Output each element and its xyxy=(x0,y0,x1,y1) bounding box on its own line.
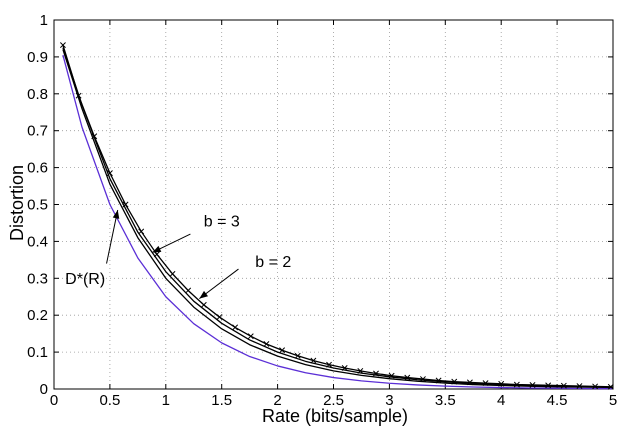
annotation-label-d-r: D*(R) xyxy=(65,271,105,288)
y-tick-label: 0.7 xyxy=(27,123,48,140)
x-marker-point xyxy=(91,133,98,140)
x-marker-point xyxy=(326,361,332,368)
x-marker-point xyxy=(122,201,129,208)
axis-ticks xyxy=(53,19,614,390)
y-tick-label: 0.2 xyxy=(27,307,48,324)
annotation-arrow-d-r xyxy=(106,209,119,264)
x-marker-point xyxy=(466,379,473,386)
x-tick-label: 0.5 xyxy=(99,392,120,409)
y-tick-label: 0.8 xyxy=(27,86,48,103)
x-marker-point xyxy=(576,383,583,390)
x-marker-point xyxy=(59,42,66,49)
x-tick-label: 1 xyxy=(162,392,170,409)
annotation-label-b-3: b = 3 xyxy=(204,214,240,231)
x-tick-label: 3.5 xyxy=(435,392,456,409)
x-tick-label: 3 xyxy=(385,392,393,409)
x-marker-point xyxy=(529,381,536,388)
y-tick-label: 0 xyxy=(40,381,48,398)
y-tick-label: 0.9 xyxy=(27,49,48,66)
y-tick-label: 0.3 xyxy=(27,270,48,287)
x-marker-point xyxy=(513,381,520,388)
x-tick-label: 4 xyxy=(497,392,505,409)
x-marker-point xyxy=(247,333,254,340)
series-line-d-r xyxy=(62,54,614,390)
x-marker-point xyxy=(373,370,379,377)
x-marker-point xyxy=(592,383,599,390)
x-marker-point xyxy=(279,347,286,354)
x-marker-point xyxy=(607,383,614,390)
x-marker-point xyxy=(294,352,301,359)
x-tick-label: 2 xyxy=(273,392,281,409)
x-tick-label: 1.5 xyxy=(211,392,232,409)
x-marker-point xyxy=(153,251,160,258)
y-tick-label: 0.1 xyxy=(27,344,48,361)
annotation-arrowhead-d-r xyxy=(112,210,120,219)
x-marker-point xyxy=(310,357,317,364)
x-marker-point xyxy=(106,170,113,177)
x-tick-label: 5 xyxy=(609,392,617,409)
x-marker-point xyxy=(498,380,505,387)
annotation-arrowhead-b-2 xyxy=(199,290,209,299)
x-tick-label: 2.5 xyxy=(323,392,344,409)
x-axis-label: Rate (bits/sample) xyxy=(262,406,408,426)
x-marker-point xyxy=(435,377,442,384)
y-tick-label: 0.4 xyxy=(27,233,48,250)
y-tick-label: 0.6 xyxy=(27,160,48,177)
annotation-arrowhead-b-3 xyxy=(152,245,162,253)
series-group xyxy=(59,42,614,390)
x-marker-point xyxy=(232,324,239,331)
annotation-label-b-2: b = 2 xyxy=(255,254,291,271)
x-tick-label: 0 xyxy=(50,392,58,409)
x-marker-point xyxy=(169,270,176,277)
x-marker-point xyxy=(357,367,364,374)
x-marker-point xyxy=(200,301,207,308)
x-marker-point xyxy=(185,287,192,294)
x-marker-point xyxy=(560,382,567,389)
y-tick-label: 0.5 xyxy=(27,197,48,214)
x-marker-point xyxy=(419,376,426,382)
x-marker-point xyxy=(404,374,411,381)
x-marker-point xyxy=(75,92,82,99)
y-tick-label: 1 xyxy=(40,12,48,29)
x-marker-point xyxy=(482,380,489,387)
annotations: b = 3 b = 2 D*(R) xyxy=(65,209,291,299)
x-marker-point xyxy=(545,382,552,389)
x-marker-point xyxy=(388,372,395,379)
x-marker-point xyxy=(263,341,270,347)
y-axis-label: Distortion xyxy=(7,165,27,241)
x-marker-point xyxy=(341,365,348,371)
tick-labels: 0 0.5 1 1.5 2 2.5 3 3.5 4 4.5 5 0 0.1 0.2 0.3 0.4 0.5 0.6… xyxy=(27,12,617,409)
x-marker-point xyxy=(138,228,145,235)
x-marker-point xyxy=(451,378,458,385)
series-line-b-2 xyxy=(62,49,614,389)
x-tick-label: 4.5 xyxy=(547,392,568,409)
x-marker-point xyxy=(216,314,223,320)
